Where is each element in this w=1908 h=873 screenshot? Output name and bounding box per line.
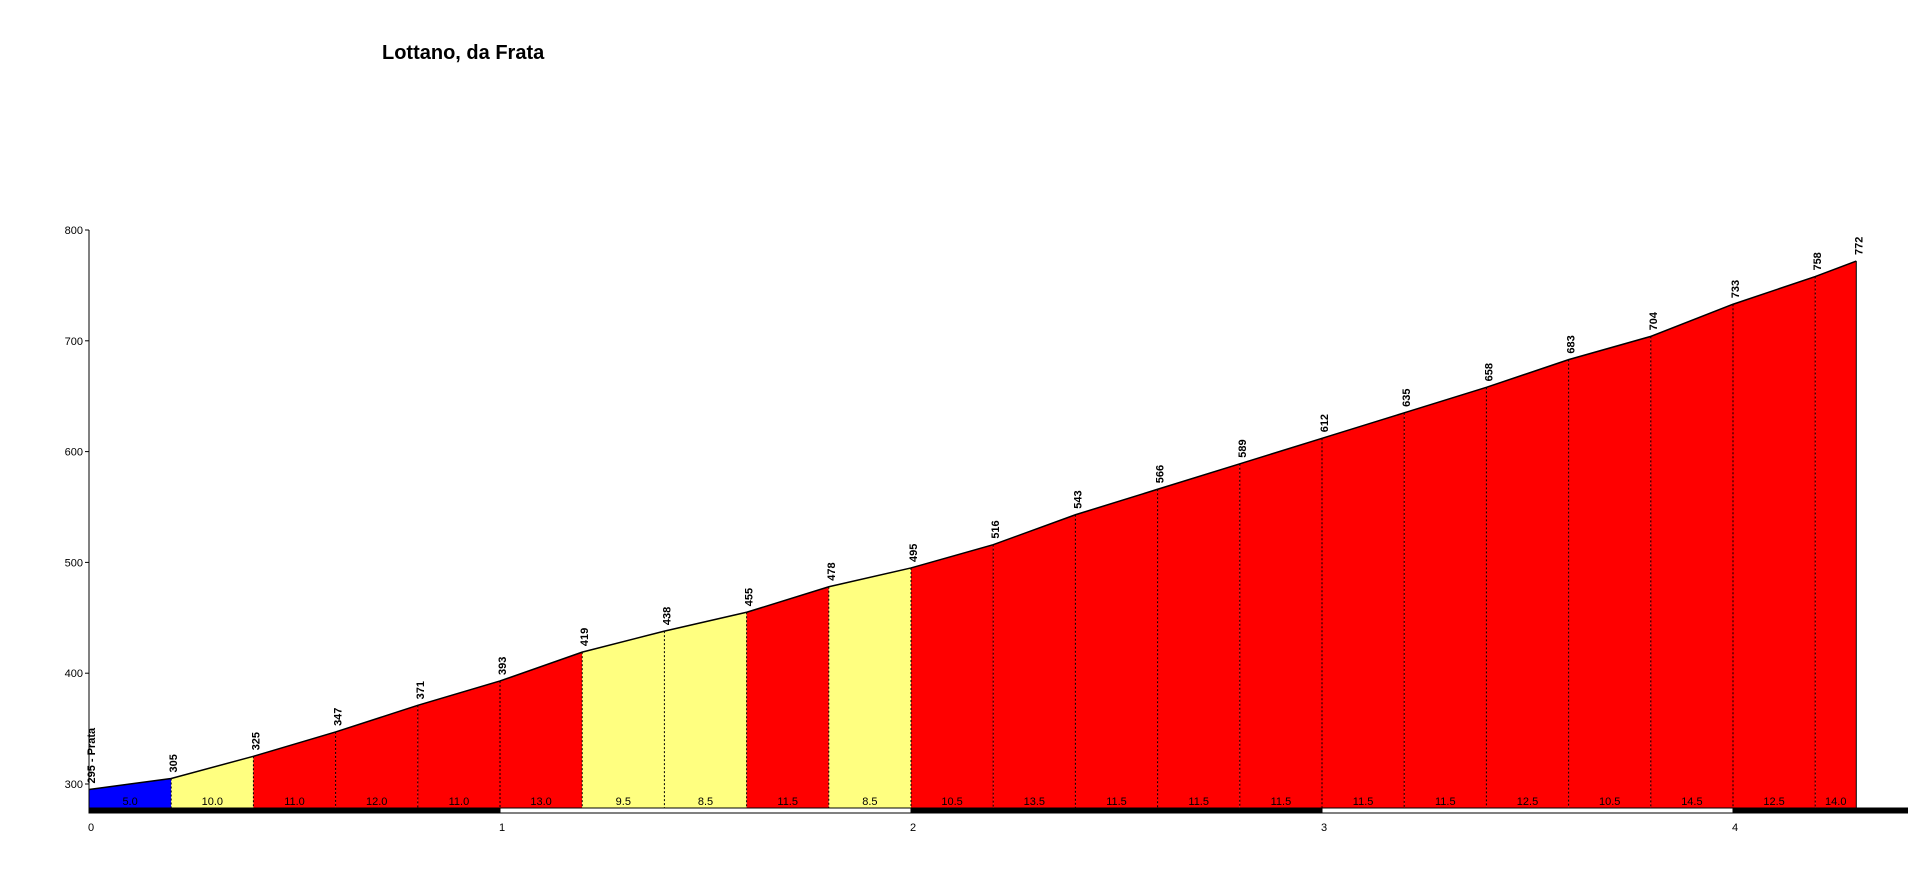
profile-segment: [1650, 304, 1733, 808]
profile-segment: [746, 586, 829, 808]
gradient-label: 11.5: [1435, 796, 1456, 808]
gradient-label: 13.0: [530, 796, 551, 808]
x-tick-label: 4: [1732, 822, 1738, 834]
y-tick-label: 400: [65, 668, 83, 680]
gradient-label: 11.5: [777, 796, 798, 808]
gradient-label: 5.0: [122, 796, 137, 808]
profile-segment: [1568, 336, 1651, 808]
y-tick-label: 700: [65, 336, 83, 348]
km-strip: [910, 807, 1323, 814]
elevation-label: 566: [1155, 465, 1167, 483]
elevation-label: 393: [497, 657, 509, 675]
profile-segment: [1157, 463, 1240, 808]
elevation-label: 419: [579, 628, 591, 646]
x-tick-label: 3: [1321, 822, 1327, 834]
gradient-label: 14.5: [1681, 796, 1702, 808]
gradient-label: 11.5: [1271, 796, 1292, 808]
profile-outline: [88, 260, 1857, 791]
profile-segment: [993, 514, 1076, 808]
km-strip: [499, 807, 912, 814]
profile-segment: [335, 705, 418, 808]
profile-segment: [1486, 359, 1569, 808]
y-tick-label: 500: [65, 557, 83, 569]
elevation-label: 438: [661, 607, 673, 625]
gradient-label: 13.5: [1024, 796, 1045, 808]
gradient-label: 10.0: [202, 796, 223, 808]
profile-segment: [1239, 438, 1322, 808]
profile-segment: [171, 756, 254, 808]
gradient-label: 10.5: [1599, 796, 1620, 808]
elevation-label: 455: [744, 588, 756, 606]
profile-segment: [1075, 489, 1158, 808]
profile-segment: [89, 778, 172, 808]
profile-segment: [1815, 261, 1857, 808]
gradient-label: 11.0: [284, 796, 305, 808]
elevation-label: 516: [990, 520, 1002, 538]
gradient-label: 11.5: [1188, 796, 1209, 808]
elevation-label: 325: [250, 732, 262, 750]
gradient-label: 8.5: [698, 796, 713, 808]
y-tick-label: 800: [65, 225, 83, 237]
profile-segment: [1322, 412, 1405, 808]
gradient-label: 11.5: [1106, 796, 1127, 808]
elevation-label: 371: [415, 681, 427, 699]
gradient-label: 12.5: [1763, 796, 1784, 808]
chart-title: Lottano, da Frata: [382, 42, 545, 64]
elevation-label: 478: [826, 562, 838, 580]
elevation-label: 589: [1237, 439, 1249, 457]
elevation-label: 635: [1401, 388, 1413, 406]
gradient-label: 12.0: [366, 796, 387, 808]
profile-segment: [911, 544, 994, 808]
x-tick-label: 0: [88, 822, 94, 834]
profile-segment: [417, 680, 500, 808]
x-tick-label: 2: [910, 822, 916, 834]
y-tick-label: 600: [65, 447, 83, 459]
profile-segment: [500, 652, 583, 808]
elevation-label: 733: [1730, 280, 1742, 298]
elevation-label: 658: [1483, 363, 1495, 381]
elevation-label: 543: [1072, 490, 1084, 508]
profile-segment: [828, 567, 911, 808]
gradient-label: 8.5: [862, 796, 877, 808]
gradient-label: 9.5: [616, 796, 631, 808]
profile-segment: [1733, 276, 1816, 808]
profile-segment: [1404, 387, 1487, 808]
elevation-label: 772: [1853, 237, 1865, 255]
x-tick-label: 1: [499, 822, 505, 834]
elevation-label: 612: [1319, 414, 1331, 432]
elevation-label: 347: [333, 708, 345, 726]
km-strip: [1321, 807, 1734, 814]
elevation-label: 495: [908, 544, 920, 562]
km-strip: [1732, 807, 1908, 814]
profile-segment: [664, 612, 747, 808]
elevation-label: 704: [1648, 311, 1660, 330]
km-strip: [88, 807, 501, 814]
profile-segment: [582, 631, 665, 808]
elevation-label: 683: [1566, 335, 1578, 353]
gradient-label: 10.5: [941, 796, 962, 808]
gradient-label: 11.0: [449, 796, 470, 808]
gradient-label: 12.5: [1517, 796, 1538, 808]
elevation-label: 758: [1812, 252, 1824, 270]
elevation-label: 305: [168, 754, 180, 772]
y-tick-label: 300: [65, 779, 83, 791]
elevation-label: 295 - Prata: [86, 727, 98, 784]
gradient-label: 14.0: [1825, 796, 1846, 808]
gradient-label: 11.5: [1353, 796, 1374, 808]
